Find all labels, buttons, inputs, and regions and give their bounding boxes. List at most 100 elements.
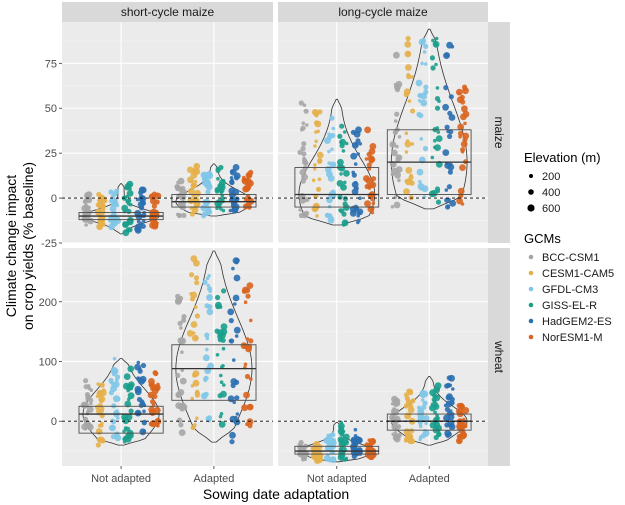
data-point bbox=[186, 166, 194, 174]
data-point bbox=[410, 398, 416, 404]
data-point bbox=[232, 294, 240, 302]
data-point bbox=[338, 452, 346, 459]
data-point bbox=[99, 382, 105, 388]
data-point bbox=[358, 196, 362, 200]
column-strip bbox=[62, 2, 273, 22]
gcm-legend-label: GFDL-CM3 bbox=[542, 284, 598, 296]
data-point bbox=[442, 103, 449, 111]
data-point bbox=[340, 446, 347, 454]
data-point bbox=[337, 194, 343, 200]
data-point bbox=[410, 75, 414, 79]
data-point bbox=[365, 446, 373, 454]
data-point bbox=[227, 308, 235, 316]
data-point bbox=[450, 424, 454, 428]
data-point bbox=[192, 379, 200, 387]
data-point bbox=[404, 131, 409, 136]
data-point bbox=[219, 380, 224, 385]
data-point bbox=[424, 62, 428, 66]
data-point bbox=[219, 412, 224, 416]
data-point bbox=[396, 435, 401, 439]
data-point bbox=[365, 177, 373, 185]
data-point bbox=[112, 395, 120, 403]
data-point bbox=[149, 409, 157, 416]
data-point bbox=[341, 149, 346, 153]
data-point bbox=[191, 206, 199, 214]
y-tick-label: 200 bbox=[39, 297, 57, 309]
data-point bbox=[175, 372, 181, 379]
data-point bbox=[219, 207, 223, 211]
gcm-legend-label: CESM1-CAM5 bbox=[542, 268, 614, 280]
data-point bbox=[229, 179, 235, 186]
data-point bbox=[389, 141, 397, 148]
data-point bbox=[192, 370, 200, 377]
data-point bbox=[394, 111, 400, 117]
box-iqr bbox=[294, 445, 380, 455]
gcm-legend-key bbox=[528, 318, 534, 324]
group-adapted bbox=[386, 28, 472, 210]
data-point bbox=[395, 144, 399, 149]
data-point bbox=[420, 61, 424, 66]
data-point bbox=[177, 213, 181, 218]
data-point bbox=[214, 187, 220, 193]
data-point bbox=[125, 227, 131, 233]
data-point bbox=[112, 356, 117, 361]
data-point bbox=[326, 433, 330, 438]
data-point bbox=[422, 50, 427, 54]
data-point bbox=[391, 149, 398, 157]
data-point bbox=[123, 435, 129, 441]
facet-panel-2-1 bbox=[62, 248, 273, 466]
data-point bbox=[249, 318, 253, 323]
data-point bbox=[343, 433, 350, 441]
data-point bbox=[190, 321, 198, 328]
data-point bbox=[241, 404, 249, 412]
facet-panel-1-1 bbox=[62, 22, 273, 244]
data-point bbox=[126, 432, 134, 439]
data-point bbox=[391, 167, 398, 175]
data-point bbox=[86, 395, 92, 401]
data-point bbox=[156, 423, 160, 428]
group-adapted bbox=[171, 162, 257, 219]
data-point bbox=[435, 126, 440, 130]
data-point bbox=[418, 424, 423, 429]
data-point bbox=[449, 396, 455, 402]
data-point bbox=[353, 427, 358, 432]
data-point bbox=[405, 166, 413, 174]
data-point bbox=[327, 216, 335, 224]
data-point bbox=[420, 38, 427, 44]
data-point bbox=[314, 139, 319, 144]
data-point bbox=[391, 432, 396, 437]
data-point bbox=[221, 346, 226, 351]
data-point bbox=[434, 144, 441, 152]
data-point bbox=[461, 105, 468, 113]
data-point bbox=[410, 142, 415, 146]
data-point bbox=[342, 196, 348, 202]
y-tick-label: -25 bbox=[41, 238, 57, 250]
data-point bbox=[122, 429, 126, 434]
data-point bbox=[391, 395, 398, 403]
row-strip bbox=[488, 248, 510, 466]
data-point bbox=[443, 414, 450, 422]
data-point bbox=[455, 437, 463, 445]
data-point bbox=[327, 204, 332, 209]
data-point bbox=[193, 423, 197, 427]
row-strip bbox=[488, 22, 510, 243]
data-point bbox=[115, 409, 119, 413]
data-point bbox=[129, 386, 134, 391]
data-point bbox=[235, 412, 240, 416]
data-point bbox=[406, 72, 411, 77]
data-point bbox=[135, 213, 143, 221]
data-point bbox=[395, 401, 401, 407]
data-point bbox=[339, 138, 347, 146]
data-point bbox=[95, 394, 100, 399]
data-point bbox=[435, 135, 443, 143]
data-point bbox=[435, 413, 439, 418]
data-point bbox=[444, 383, 450, 389]
data-point bbox=[337, 158, 344, 166]
data-point bbox=[201, 213, 207, 219]
y-tick-label: 100 bbox=[39, 356, 57, 368]
data-point bbox=[97, 403, 103, 409]
data-point bbox=[148, 421, 154, 427]
data-point bbox=[448, 129, 454, 135]
data-point bbox=[205, 189, 211, 195]
